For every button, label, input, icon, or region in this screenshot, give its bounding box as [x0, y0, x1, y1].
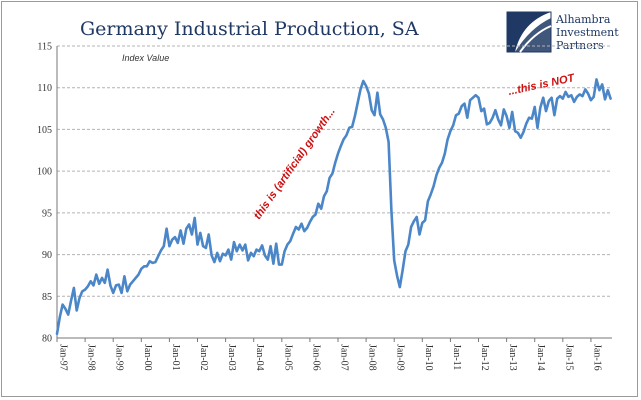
x-tick-label: Jan-15 [563, 344, 574, 371]
annotation-artificial-growth: this is (artificial) growth... [252, 106, 338, 222]
x-tick-label: Jan-14 [535, 344, 546, 371]
y-tick-label: 100 [37, 167, 52, 178]
logo-line-2: Investment [556, 26, 619, 39]
logo-line-1: Alhambra [555, 13, 611, 26]
x-tick-label: Jan-99 [114, 344, 125, 371]
x-tick-label: Jan-03 [226, 344, 237, 371]
y-tick-label: 80 [42, 334, 52, 345]
x-tick-label: Jan-12 [479, 344, 490, 371]
x-tick-label: Jan-97 [58, 344, 69, 371]
x-tick-label: Jan-00 [142, 344, 153, 371]
x-tick-label: Jan-06 [310, 344, 321, 371]
x-tick-label: Jan-01 [170, 344, 181, 371]
x-tick-label: Jan-10 [423, 344, 434, 371]
x-tick-label: Jan-13 [507, 344, 518, 371]
x-tick-label: Jan-05 [282, 344, 293, 371]
chart-title: Germany Industrial Production, SA [80, 18, 419, 40]
y-tick-label: 90 [42, 250, 52, 261]
logo-mark-icon [506, 11, 552, 53]
x-tick-label: Jan-11 [451, 344, 462, 370]
x-tick-label: Jan-98 [86, 344, 97, 371]
x-tick-label: Jan-09 [395, 344, 406, 371]
series-line-industrial-production [55, 78, 612, 336]
x-tick-label: Jan-04 [254, 344, 265, 371]
x-tick-label: Jan-08 [367, 344, 378, 371]
y-tick-label: 110 [37, 83, 52, 94]
x-tick-label: Jan-16 [591, 344, 602, 371]
x-tick-label: Jan-07 [339, 344, 350, 371]
y-tick-label: 105 [37, 125, 52, 136]
alhambra-logo: Alhambra Investment Partners [506, 11, 619, 53]
x-axis-ticks: Jan-97 Jan-98 Jan-99 Jan-00 Jan-01 Jan-02 Jan-… [56, 338, 602, 371]
y-tick-label: 115 [37, 42, 52, 53]
y-axis-label: Index Value [122, 53, 169, 63]
y-tick-label: 95 [42, 208, 52, 219]
y-axis-ticks: 80 85 90 95 100 105 110 115 [37, 42, 52, 345]
y-tick-label: 85 [42, 292, 52, 303]
x-tick-label: Jan-02 [198, 344, 209, 371]
gridlines [57, 45, 612, 297]
